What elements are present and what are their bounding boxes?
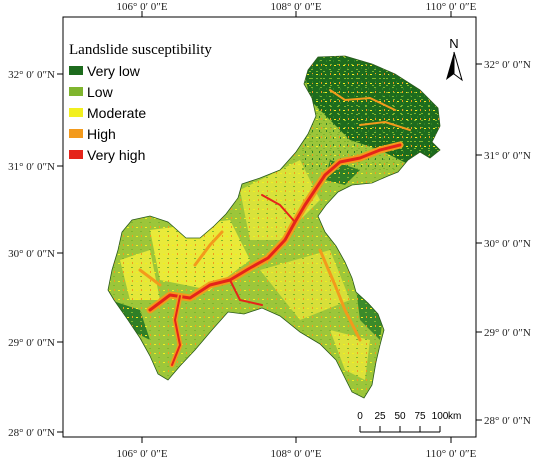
legend-label: Very high bbox=[87, 147, 145, 163]
north-label: N bbox=[449, 36, 458, 51]
lat-label-right-3: 30° 0′ 0″N bbox=[484, 238, 531, 250]
lat-label-right-5: 28° 0′ 0″N bbox=[484, 415, 531, 427]
north-arrow-icon: N bbox=[446, 36, 463, 82]
lat-label-left-5: 28° 0′ 0″N bbox=[8, 427, 55, 439]
scale-bar: 0 25 50 75 100 km bbox=[357, 411, 461, 433]
scale-tick-label: 0 bbox=[357, 411, 363, 422]
legend-label: High bbox=[87, 126, 116, 142]
scale-tick-label: 25 bbox=[374, 411, 386, 422]
lat-label-left-2: 31° 0′ 0″N bbox=[8, 161, 55, 173]
lon-label-top-1: 106° 0′ 0″E bbox=[116, 1, 167, 13]
scale-unit: km bbox=[448, 411, 461, 422]
scale-tick-label: 100 bbox=[432, 411, 449, 422]
lon-label-bottom-1: 106° 0′ 0″E bbox=[116, 448, 167, 460]
lon-label-top-3: 110° 0′ 0″E bbox=[426, 1, 477, 13]
graticule-ticks bbox=[57, 11, 482, 443]
lon-label-bottom-3: 110° 0′ 0″E bbox=[426, 448, 477, 460]
lon-label-top-2: 108° 0′ 0″E bbox=[270, 1, 321, 13]
legend-swatch bbox=[69, 66, 83, 75]
lat-label-right-4: 29° 0′ 0″N bbox=[484, 327, 531, 339]
legend-swatch bbox=[69, 108, 83, 117]
lat-label-left-4: 29° 0′ 0″N bbox=[8, 337, 55, 349]
scale-tick-label: 75 bbox=[414, 411, 426, 422]
lon-label-bottom-2: 108° 0′ 0″E bbox=[270, 448, 321, 460]
legend-label: Very low bbox=[87, 63, 141, 79]
legend: Landslide susceptibility Very low Low Mode… bbox=[69, 42, 212, 163]
legend-swatch bbox=[69, 150, 83, 159]
lat-label-right-2: 31° 0′ 0″N bbox=[484, 150, 531, 162]
legend-swatch bbox=[69, 87, 83, 96]
legend-title: Landslide susceptibility bbox=[69, 42, 212, 58]
lat-label-right-1: 32° 0′ 0″N bbox=[484, 59, 531, 71]
lat-label-left-1: 32° 0′ 0″N bbox=[8, 69, 55, 81]
lat-label-left-3: 30° 0′ 0″N bbox=[8, 248, 55, 260]
legend-swatch bbox=[69, 129, 83, 138]
legend-label: Low bbox=[87, 84, 114, 100]
scale-tick-label: 50 bbox=[394, 411, 406, 422]
legend-label: Moderate bbox=[87, 105, 146, 121]
